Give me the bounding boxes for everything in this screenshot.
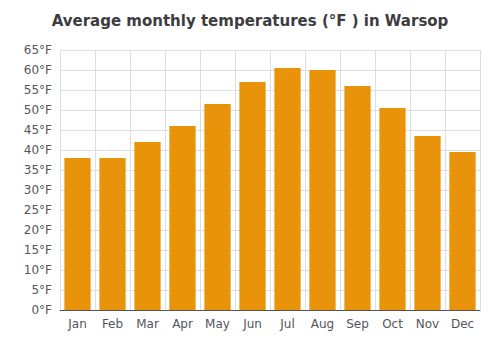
svg-text:Nov: Nov	[416, 317, 439, 331]
svg-text:10°F: 10°F	[24, 263, 52, 277]
svg-text:5°F: 5°F	[31, 283, 52, 297]
svg-text:Sep: Sep	[346, 317, 369, 331]
svg-text:65°F: 65°F	[24, 43, 52, 57]
svg-text:Jun: Jun	[242, 317, 262, 331]
svg-text:40°F: 40°F	[24, 143, 52, 157]
svg-text:Average monthly temperatures (: Average monthly temperatures (°F ) in Wa…	[52, 12, 449, 30]
svg-text:May: May	[205, 317, 230, 331]
svg-text:Jul: Jul	[279, 317, 294, 331]
svg-text:60°F: 60°F	[24, 63, 52, 77]
svg-text:55°F: 55°F	[24, 83, 52, 97]
svg-text:Aug: Aug	[311, 317, 334, 331]
svg-text:25°F: 25°F	[24, 203, 52, 217]
svg-text:Feb: Feb	[102, 317, 123, 331]
svg-text:20°F: 20°F	[24, 223, 52, 237]
svg-text:Dec: Dec	[451, 317, 474, 331]
svg-text:Jan: Jan	[67, 317, 87, 331]
svg-text:0°F: 0°F	[31, 303, 52, 317]
svg-text:35°F: 35°F	[24, 163, 52, 177]
svg-text:Apr: Apr	[172, 317, 193, 331]
svg-text:Mar: Mar	[136, 317, 159, 331]
svg-text:50°F: 50°F	[24, 103, 52, 117]
svg-text:15°F: 15°F	[24, 243, 52, 257]
svg-text:Oct: Oct	[382, 317, 403, 331]
svg-text:30°F: 30°F	[24, 183, 52, 197]
svg-text:45°F: 45°F	[24, 123, 52, 137]
